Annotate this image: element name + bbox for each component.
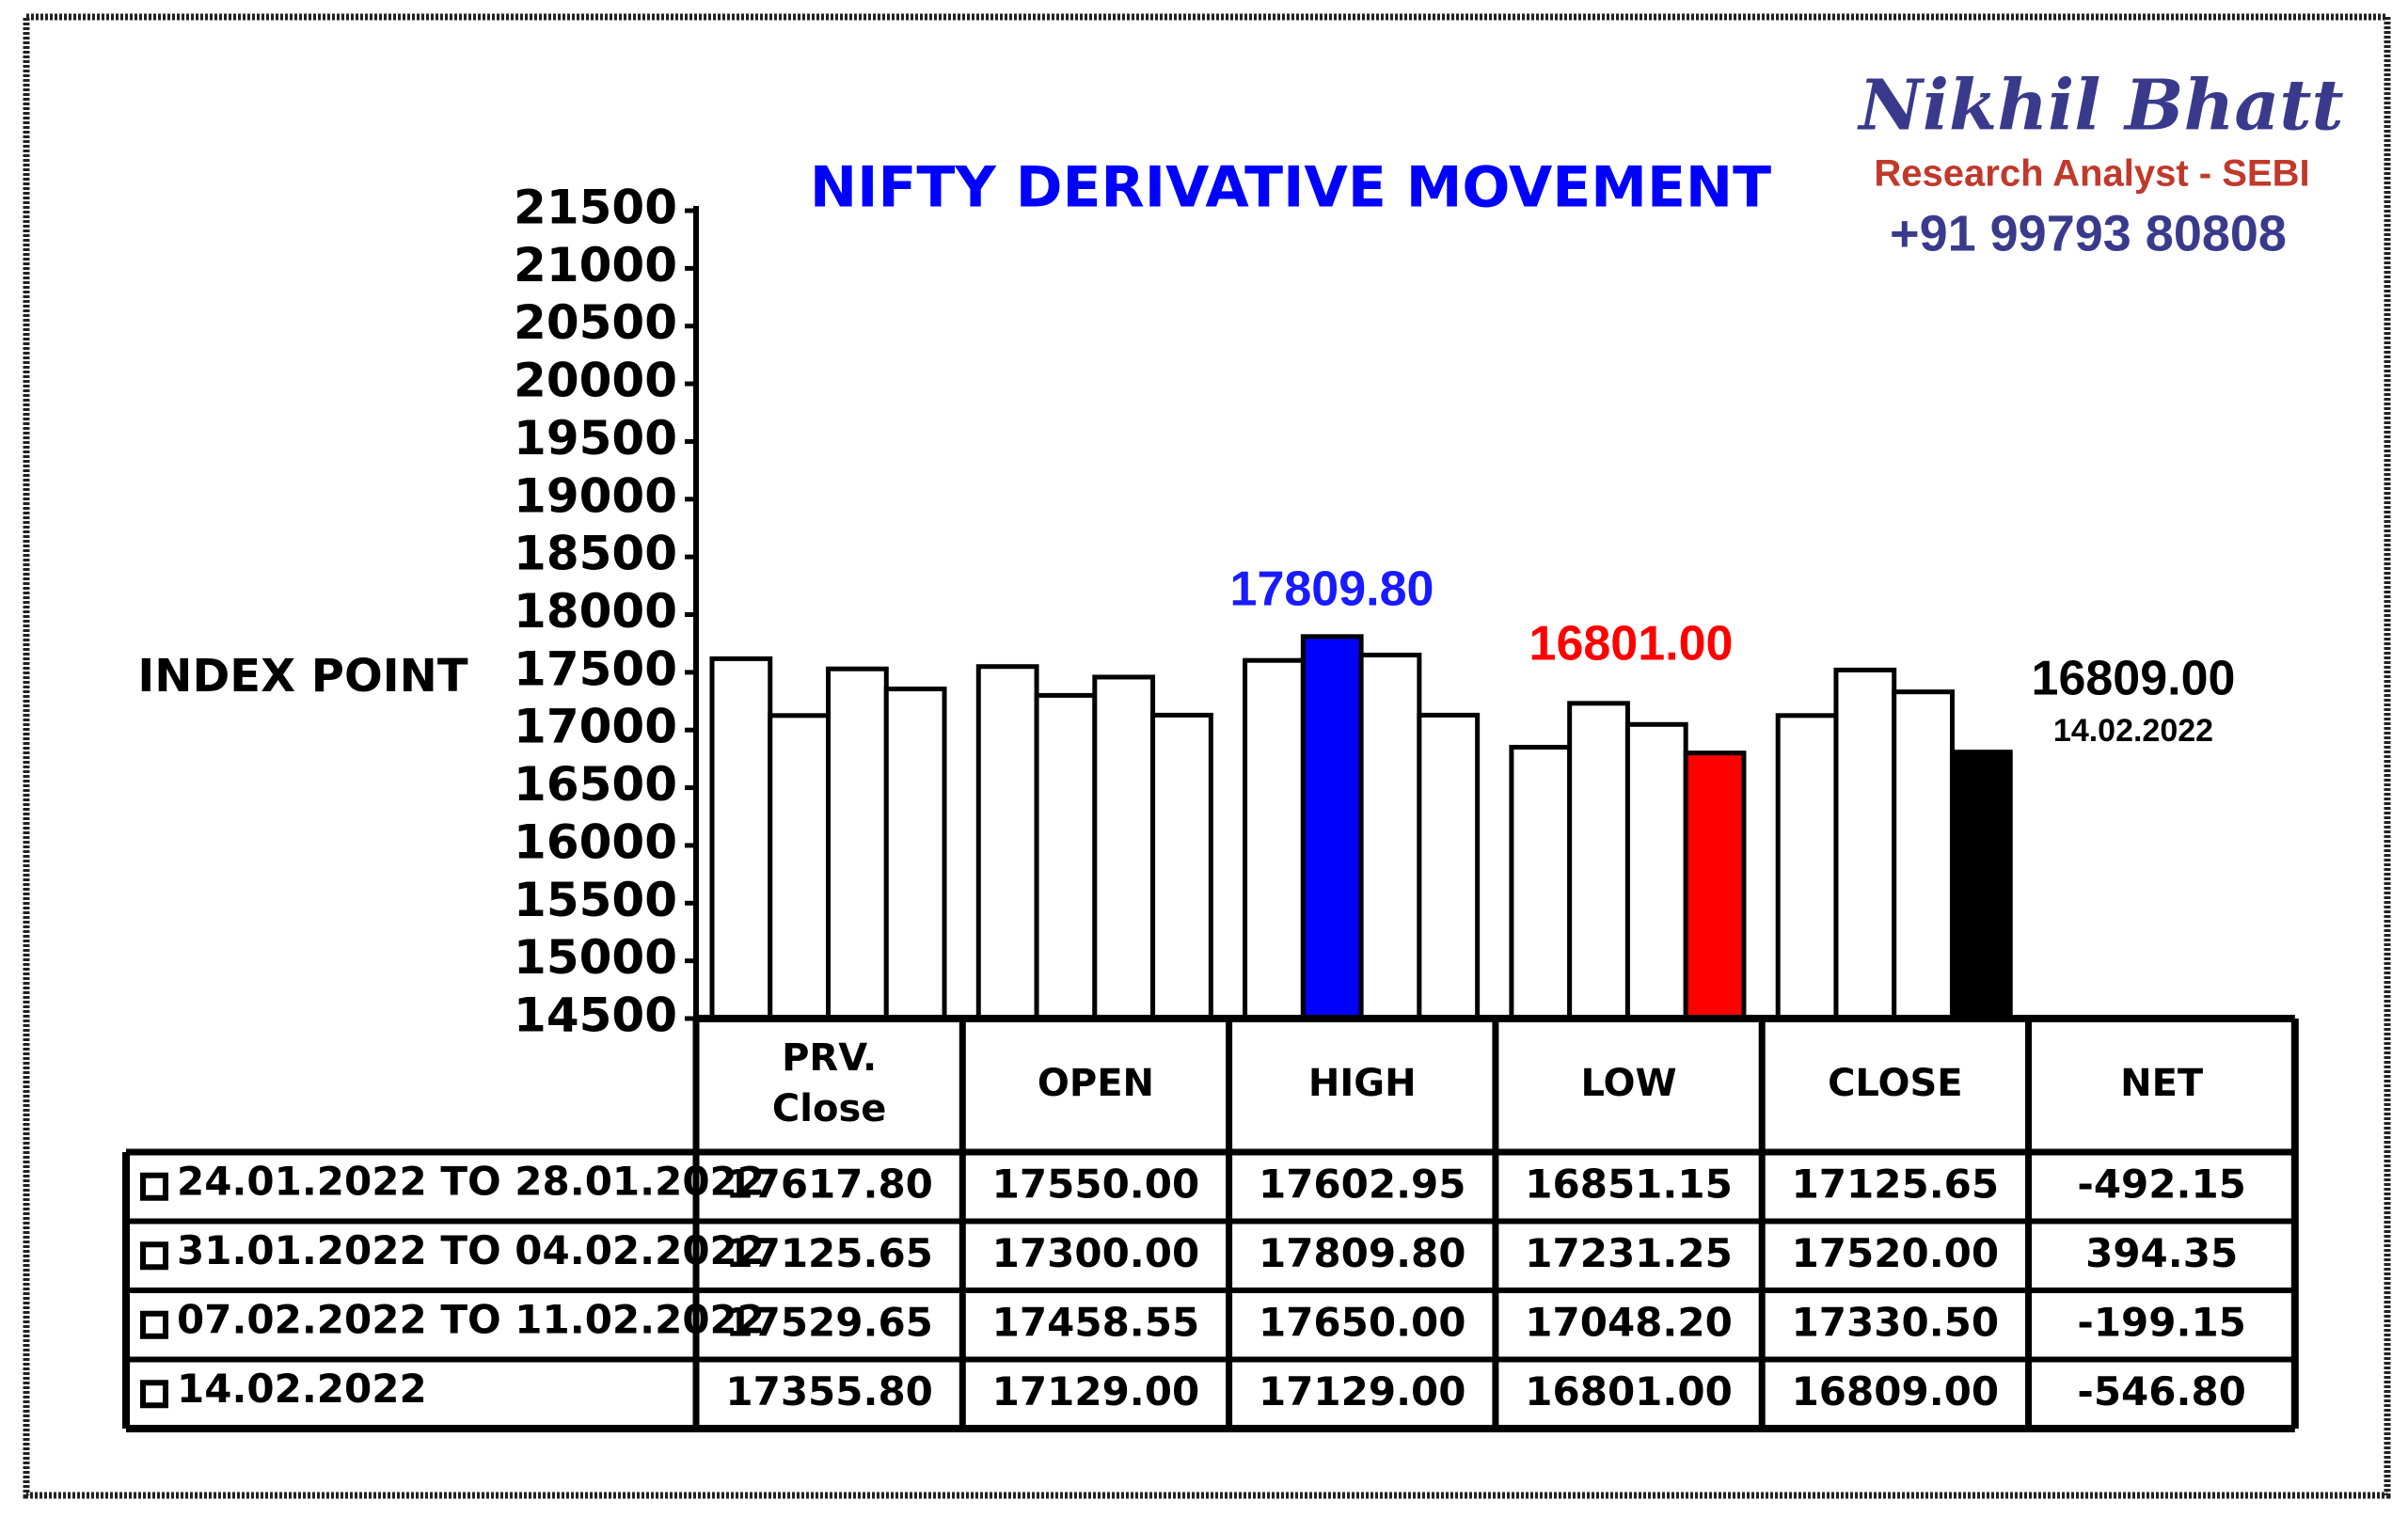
brand-name: Nikhil Bhatt bbox=[1857, 66, 2343, 147]
x-tick-label: PRV. Close bbox=[772, 1036, 886, 1130]
annotation: 16809.00 bbox=[2032, 652, 2236, 706]
y-tick-label: 14500 bbox=[514, 988, 677, 1043]
table-cell: 17529.65 bbox=[725, 1299, 933, 1345]
table-cell: 17125.65 bbox=[1792, 1161, 2000, 1207]
table-cell: -492.15 bbox=[2077, 1161, 2246, 1207]
table-cell: 17125.65 bbox=[725, 1230, 933, 1276]
table-cell: -546.80 bbox=[2077, 1368, 2246, 1414]
y-tick-label: 18500 bbox=[514, 527, 677, 581]
table-cell: 17330.50 bbox=[1792, 1299, 2000, 1345]
table-cell: 17048.20 bbox=[1525, 1299, 1733, 1345]
table-cell: 17355.80 bbox=[725, 1368, 933, 1414]
table-cell: -199.15 bbox=[2077, 1299, 2246, 1345]
bar bbox=[1833, 667, 1897, 1021]
table-cell: 17650.00 bbox=[1259, 1299, 1466, 1345]
table-cell: 17458.55 bbox=[992, 1299, 1200, 1345]
legend-marker bbox=[140, 1172, 168, 1201]
x-tick-label: HIGH bbox=[1308, 1062, 1417, 1105]
bar bbox=[1949, 750, 2013, 1021]
table-cell: 17129.00 bbox=[1259, 1368, 1466, 1414]
x-tick-label: LOW bbox=[1580, 1062, 1676, 1105]
x-tick-label: CLOSE bbox=[1828, 1062, 1963, 1105]
bar bbox=[1775, 713, 1839, 1021]
legend-label: 24.01.2022 TO 28.01.2022 bbox=[177, 1158, 765, 1204]
bar bbox=[1892, 689, 1955, 1021]
bar bbox=[1092, 674, 1156, 1021]
legend-label: 07.02.2022 TO 11.02.2022 bbox=[177, 1296, 765, 1342]
y-tick-label: 16000 bbox=[514, 814, 677, 869]
legend-marker bbox=[140, 1310, 168, 1339]
bar bbox=[1034, 692, 1098, 1021]
table-cell: 16851.15 bbox=[1525, 1161, 1733, 1207]
y-tick-label: 16500 bbox=[514, 757, 677, 812]
bar bbox=[1509, 744, 1573, 1021]
y-tick-label: 17500 bbox=[514, 641, 677, 696]
legend-label: 14.02.2022 bbox=[177, 1366, 427, 1412]
y-tick-label: 20000 bbox=[514, 354, 677, 408]
table-cell: 17550.00 bbox=[992, 1161, 1200, 1207]
legend-marker bbox=[140, 1380, 168, 1409]
table-cell: 17809.80 bbox=[1259, 1230, 1466, 1276]
bar bbox=[1358, 652, 1422, 1021]
annotation: 14.02.2022 bbox=[2053, 713, 2213, 749]
table-cell: 17602.95 bbox=[1259, 1161, 1466, 1207]
y-tick-label: 15500 bbox=[514, 873, 677, 927]
annotation: 17809.80 bbox=[1230, 562, 1434, 617]
bar bbox=[826, 666, 889, 1021]
bar bbox=[1624, 721, 1688, 1021]
y-tick-label: 21000 bbox=[514, 238, 677, 292]
y-tick-label: 19000 bbox=[514, 468, 677, 523]
y-tick-label: 17000 bbox=[514, 700, 677, 754]
bar bbox=[1683, 751, 1747, 1021]
table-cell: 16801.00 bbox=[1525, 1368, 1733, 1414]
table-cell: 16809.00 bbox=[1792, 1368, 2000, 1414]
bar bbox=[1243, 657, 1306, 1021]
y-tick-label: 18000 bbox=[514, 584, 677, 639]
bar bbox=[709, 656, 773, 1021]
x-tick-label: OPEN bbox=[1038, 1062, 1154, 1105]
table-header: NET bbox=[2120, 1062, 2204, 1105]
bar bbox=[1567, 701, 1630, 1021]
brand-phone: +91 99793 80808 bbox=[1890, 205, 2287, 261]
table-cell: 17520.00 bbox=[1792, 1230, 2000, 1276]
y-tick-label: 19500 bbox=[514, 411, 677, 466]
bar bbox=[1150, 712, 1213, 1021]
y-tick-label: 15000 bbox=[514, 930, 677, 985]
bar bbox=[883, 687, 947, 1021]
y-tick-label: 20500 bbox=[514, 295, 677, 350]
y-axis-label: INDEX POINT bbox=[137, 650, 467, 703]
bar bbox=[1417, 712, 1481, 1021]
brand-role: Research Analyst - SEBI bbox=[1874, 153, 2309, 195]
bar bbox=[975, 664, 1039, 1021]
table-cell: 17231.25 bbox=[1525, 1230, 1733, 1276]
bar bbox=[768, 713, 832, 1021]
table-cell: 17300.00 bbox=[992, 1230, 1200, 1276]
chart-title: NIFTY DERIVATIVE MOVEMENT bbox=[810, 155, 1771, 221]
legend-label: 31.01.2022 TO 04.02.2022 bbox=[177, 1227, 765, 1273]
table-cell: 394.35 bbox=[2085, 1230, 2238, 1276]
legend-marker bbox=[140, 1241, 168, 1271]
table-cell: 17129.00 bbox=[992, 1368, 1200, 1414]
y-tick-label: 21500 bbox=[514, 181, 677, 235]
annotation: 16801.00 bbox=[1529, 617, 1734, 672]
bar bbox=[1300, 634, 1364, 1021]
table-cell: 17617.80 bbox=[725, 1161, 933, 1207]
